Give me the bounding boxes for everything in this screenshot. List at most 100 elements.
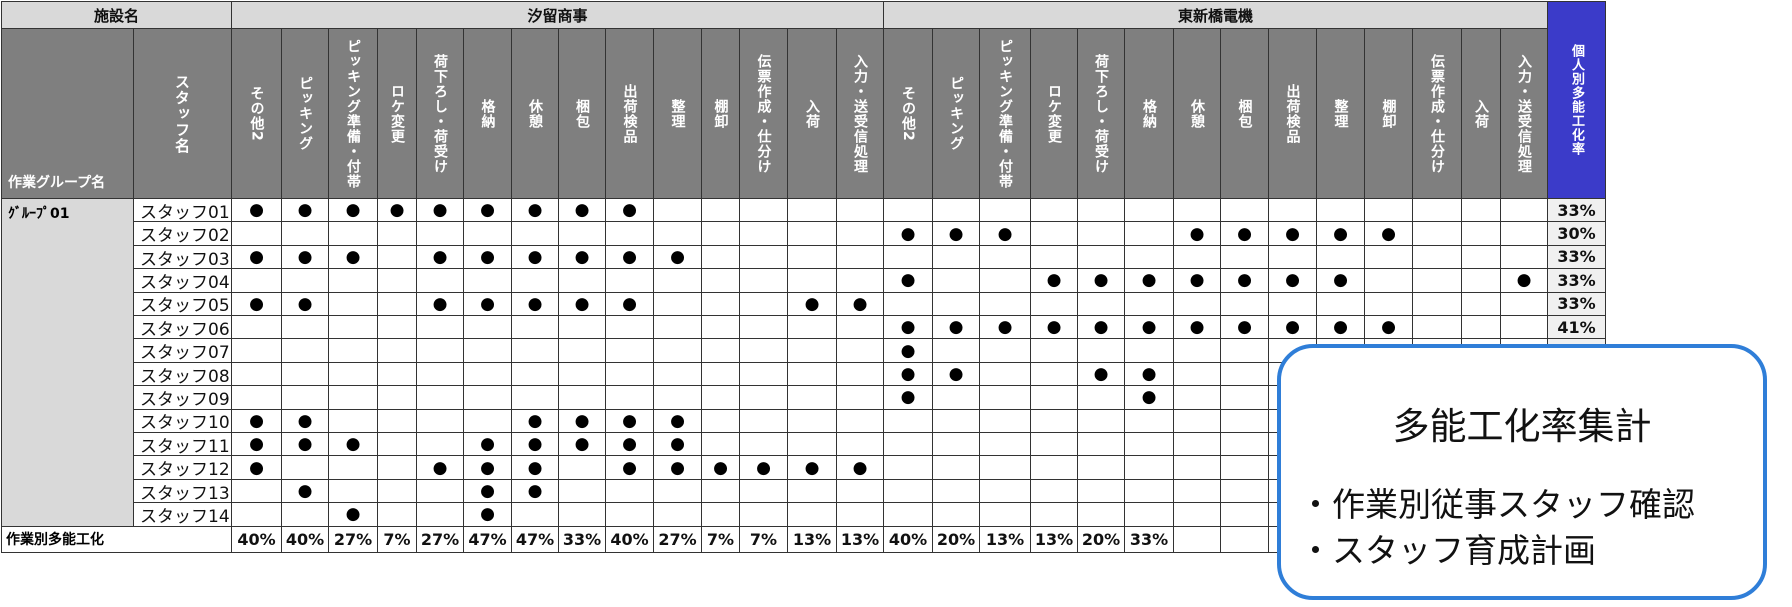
- skill-cell: ●: [884, 269, 933, 293]
- skill-cell: [788, 245, 837, 270]
- skill-cell: [1031, 479, 1078, 504]
- skill-cell: [980, 269, 1031, 293]
- skill-mark: ●: [345, 200, 361, 221]
- skill-cell: [702, 503, 740, 527]
- skill-mark: ●: [432, 200, 448, 221]
- task-header: 伝票作成・仕分け: [740, 29, 788, 199]
- skill-cell: [740, 245, 788, 270]
- skill-cell: [1031, 433, 1078, 457]
- skill-cell: [1078, 292, 1125, 316]
- skill-cell: [1031, 503, 1078, 527]
- skill-cell: ●: [559, 433, 606, 457]
- skill-cell: ●: [884, 316, 933, 340]
- skill-cell: [740, 386, 788, 410]
- skill-cell: [837, 245, 884, 270]
- task-header: ロケ変更: [1031, 29, 1078, 199]
- skill-cell: ●: [1317, 222, 1365, 246]
- skill-cell: ●: [1317, 269, 1365, 293]
- task-header: ピッキング: [282, 29, 329, 199]
- skill-cell: ●: [654, 409, 702, 433]
- skill-cell: ●: [464, 433, 512, 457]
- skill-cell: [837, 386, 884, 410]
- skill-cell: ●: [464, 199, 512, 223]
- skill-cell: [654, 339, 702, 363]
- skill-cell: ●: [232, 199, 282, 223]
- skill-cell: ●: [654, 456, 702, 480]
- task-header: 整理: [654, 29, 702, 199]
- skill-cell: [512, 339, 559, 363]
- task-header-label: ピッキング: [297, 76, 313, 151]
- task-rate: 27%: [654, 526, 702, 553]
- skill-mark: ●: [1285, 270, 1300, 291]
- skill-mark: ●: [1093, 270, 1109, 291]
- skill-cell: ●: [512, 292, 559, 316]
- skill-cell: [329, 362, 378, 387]
- skill-cell: [933, 199, 980, 223]
- skill-cell: [740, 409, 788, 433]
- skill-mark: ●: [574, 434, 590, 455]
- skill-mark: ●: [900, 317, 916, 338]
- skill-mark: ●: [527, 480, 543, 501]
- skill-cell: [654, 222, 702, 246]
- staff-name: スタッフ10: [134, 409, 232, 433]
- task-header: 梱包: [559, 29, 606, 199]
- skill-cell: [788, 199, 837, 223]
- skill-cell: [837, 316, 884, 340]
- skill-mark: ●: [1189, 223, 1205, 244]
- skill-cell: ●: [788, 292, 837, 316]
- skill-cell: [282, 339, 329, 363]
- skill-cell: [1125, 456, 1174, 480]
- task-header-label: ロケ変更: [1046, 83, 1062, 144]
- skill-cell: [654, 316, 702, 340]
- skill-cell: [837, 222, 884, 246]
- skill-mark: ●: [527, 200, 543, 221]
- skill-cell: [232, 386, 282, 410]
- skill-cell: ●: [329, 433, 378, 457]
- task-header: 休憩: [512, 29, 559, 199]
- skill-cell: ●: [606, 456, 654, 480]
- skill-cell: [1078, 339, 1125, 363]
- skill-cell: [417, 222, 464, 246]
- skill-cell: [464, 316, 512, 340]
- skill-mark: ●: [527, 246, 543, 267]
- facility-name-header: 施設名: [2, 2, 232, 29]
- skill-cell: [1462, 269, 1501, 293]
- individual-rate: 33%: [1548, 199, 1606, 223]
- task-header-label: ピッキング準備・付帯: [997, 38, 1013, 189]
- skill-cell: [1174, 362, 1221, 387]
- skill-mark: ●: [480, 457, 495, 478]
- skill-cell: [740, 199, 788, 223]
- skill-cell: ●: [417, 245, 464, 270]
- skill-mark: ●: [345, 434, 361, 455]
- skill-cell: [417, 339, 464, 363]
- skill-cell: ●: [464, 479, 512, 504]
- skill-mark: ●: [574, 200, 590, 221]
- skill-cell: [1221, 479, 1269, 504]
- skill-cell: [606, 362, 654, 387]
- skill-cell: [606, 339, 654, 363]
- task-rate: 13%: [837, 526, 884, 553]
- skill-mark: ●: [574, 246, 590, 267]
- skill-cell: [1501, 245, 1548, 270]
- skill-cell: [884, 292, 933, 316]
- skill-cell: ●: [933, 316, 980, 340]
- skill-mark: ●: [1141, 270, 1157, 291]
- skill-cell: [378, 409, 417, 433]
- skill-cell: ●: [1221, 316, 1269, 340]
- skill-cell: [464, 386, 512, 410]
- skill-mark: ●: [574, 410, 590, 431]
- skill-mark: ●: [713, 457, 728, 478]
- skill-mark: ●: [1093, 363, 1109, 384]
- staff-name: スタッフ09: [134, 386, 232, 410]
- staff-name: スタッフ11: [134, 433, 232, 457]
- skill-cell: [788, 362, 837, 387]
- skill-mark: ●: [900, 387, 916, 408]
- skill-cell: [740, 269, 788, 293]
- skill-cell: [232, 479, 282, 504]
- skill-cell: [232, 362, 282, 387]
- task-header-label: 出荷検品: [621, 83, 638, 144]
- task-header: 入荷: [1462, 29, 1501, 199]
- skill-cell: [1365, 292, 1413, 316]
- skill-cell: [417, 503, 464, 527]
- skill-cell: [980, 386, 1031, 410]
